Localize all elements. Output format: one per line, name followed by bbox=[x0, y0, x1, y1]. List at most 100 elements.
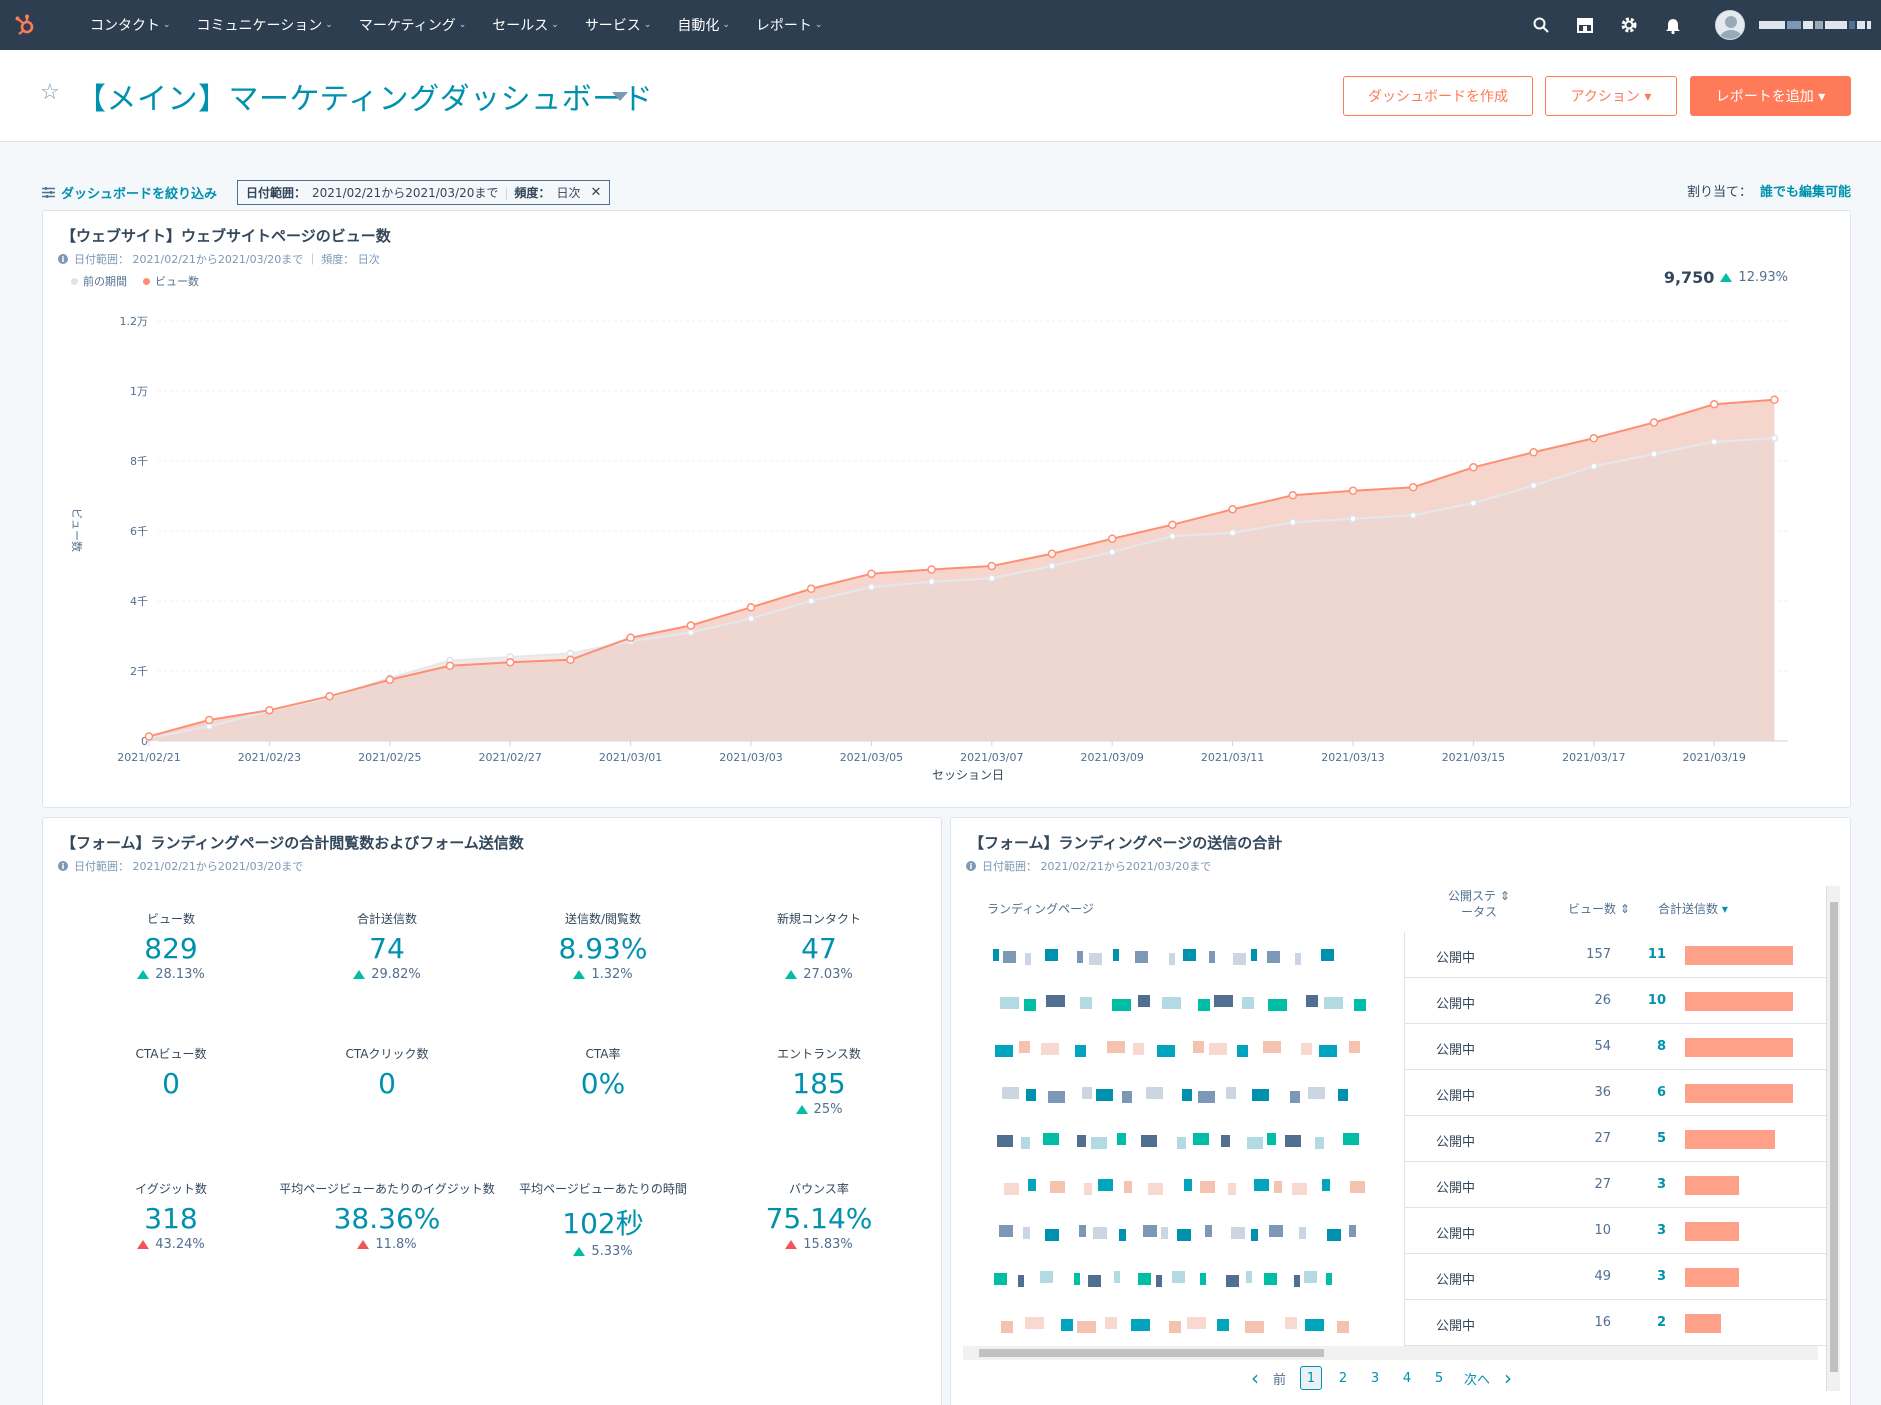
col-header-status[interactable]: 公開ステ ⇕ ータス bbox=[1448, 889, 1510, 919]
account-name-redacted[interactable] bbox=[1759, 21, 1871, 29]
table-row[interactable]: 公開中 49 3 bbox=[963, 1254, 1833, 1300]
landing-page-name-redacted[interactable] bbox=[963, 1024, 1404, 1070]
submissions-cell[interactable]: 2 bbox=[1656, 1315, 1666, 1330]
dashboard-switch-caret-icon[interactable] bbox=[612, 92, 628, 101]
chip-frequency-value: 日次 bbox=[556, 186, 581, 200]
submissions-cell[interactable]: 5 bbox=[1656, 1131, 1666, 1146]
landing-page-name-redacted[interactable] bbox=[963, 1208, 1404, 1254]
submissions-cell[interactable]: 10 bbox=[1647, 993, 1666, 1008]
x-tick-label: 2021/03/19 bbox=[1682, 751, 1745, 764]
submissions-cell[interactable]: 3 bbox=[1656, 1223, 1666, 1238]
prev-page-chevron-icon[interactable]: ‹ bbox=[1251, 1366, 1259, 1390]
page-link-2[interactable]: 2 bbox=[1338, 1370, 1348, 1386]
page-title[interactable]: 【メイン】マーケティングダッシュボード bbox=[76, 82, 654, 117]
views-point bbox=[1168, 520, 1177, 529]
horizontal-scrollbar[interactable] bbox=[963, 1346, 1818, 1360]
create-dashboard-button[interactable]: ダッシュボードを作成 bbox=[1343, 76, 1533, 116]
nav-item-2[interactable]: マーケティング ⌄ bbox=[359, 15, 466, 35]
submissions-cell[interactable]: 3 bbox=[1656, 1269, 1666, 1284]
next-page-link[interactable]: 次へ bbox=[1464, 1372, 1491, 1388]
search-icon[interactable] bbox=[1519, 17, 1563, 33]
hubspot-logo-icon[interactable] bbox=[0, 0, 50, 50]
filter-dashboard-link[interactable]: ダッシュボードを絞り込み bbox=[42, 183, 217, 202]
views-point bbox=[746, 603, 756, 612]
active-filter-chip[interactable]: 日付範囲： 2021/02/21から2021/03/20まで | 頻度： 日次 … bbox=[237, 180, 611, 205]
table-row[interactable]: 公開中 54 8 bbox=[963, 1024, 1833, 1070]
nav-item-3[interactable]: セールス ⌄ bbox=[492, 15, 559, 35]
report-title[interactable]: 【フォーム】ランディングページの合計閲覧数およびフォーム送信数 bbox=[61, 834, 524, 852]
submissions-cell[interactable]: 6 bbox=[1656, 1085, 1666, 1100]
landing-page-name-redacted[interactable] bbox=[963, 1300, 1404, 1346]
x-tick-label: 2021/03/03 bbox=[719, 751, 782, 764]
kpi-tile: エントランス数 185 25% bbox=[711, 1045, 927, 1117]
nav-item-0[interactable]: コンタクト ⌄ bbox=[90, 15, 171, 35]
legend-previous-period[interactable]: 前の期間 bbox=[71, 273, 127, 289]
settings-gear-icon[interactable] bbox=[1607, 16, 1651, 34]
landing-page-name-redacted[interactable] bbox=[963, 1070, 1404, 1116]
nav-item-5[interactable]: 自動化 ⌄ bbox=[677, 15, 730, 35]
landing-page-submissions-card: 【フォーム】ランディングページの送信の合計 i 日付範囲： 2021/02/21か… bbox=[950, 817, 1851, 1405]
page-link-1[interactable]: 1 bbox=[1300, 1366, 1323, 1390]
table-row[interactable]: 公開中 27 5 bbox=[963, 1116, 1833, 1162]
report-title[interactable]: 【ウェブサイト】ウェブサイトページのビュー数 bbox=[61, 227, 391, 245]
nav-item-label: コミュニケーション bbox=[196, 18, 323, 34]
remove-filter-close-icon[interactable]: ✕ bbox=[590, 185, 602, 200]
col-header-landing-page[interactable]: ランディングページ bbox=[987, 902, 1094, 916]
landing-page-name-redacted[interactable] bbox=[963, 1254, 1404, 1300]
submissions-cell[interactable]: 3 bbox=[1656, 1177, 1666, 1192]
landing-page-name-redacted[interactable] bbox=[963, 978, 1404, 1024]
kpi-change: 29.82% bbox=[279, 967, 495, 982]
table-row[interactable]: 公開中 10 3 bbox=[963, 1208, 1833, 1254]
info-icon[interactable]: i bbox=[58, 254, 68, 264]
col-header-views[interactable]: ビュー数 ⇕ bbox=[1568, 902, 1630, 916]
submissions-cell[interactable]: 11 bbox=[1647, 947, 1666, 962]
report-subtitle: i 日付範囲： 2021/02/21から2021/03/20まで bbox=[58, 858, 303, 874]
info-icon[interactable]: i bbox=[58, 861, 68, 871]
landing-page-name-redacted[interactable] bbox=[963, 932, 1404, 978]
nav-item-6[interactable]: レポート ⌄ bbox=[756, 15, 823, 35]
status-cell: 公開中 bbox=[1436, 1135, 1476, 1150]
x-tick-label: 2021/03/11 bbox=[1201, 751, 1264, 764]
views-cell: 157 bbox=[1586, 947, 1611, 962]
x-tick-label: 2021/03/07 bbox=[960, 751, 1023, 764]
page-link-3[interactable]: 3 bbox=[1370, 1370, 1380, 1386]
report-title[interactable]: 【フォーム】ランディングページの送信の合計 bbox=[969, 834, 1283, 852]
notifications-bell-icon[interactable] bbox=[1651, 16, 1695, 34]
landing-page-name-redacted[interactable] bbox=[963, 1162, 1404, 1208]
info-icon[interactable]: i bbox=[966, 861, 976, 871]
table-row[interactable]: 公開中 157 11 bbox=[963, 932, 1833, 978]
kpi-value: 75.14% bbox=[765, 1202, 873, 1235]
table-row[interactable]: 公開中 27 3 bbox=[963, 1162, 1833, 1208]
views-point bbox=[1529, 448, 1538, 457]
next-page-chevron-icon[interactable]: › bbox=[1504, 1366, 1513, 1390]
kpi-label: エントランス数 bbox=[777, 1047, 861, 1061]
x-tick-label: 2021/02/21 bbox=[117, 751, 180, 764]
nav-item-1[interactable]: コミュニケーション ⌄ bbox=[197, 15, 333, 35]
user-avatar[interactable] bbox=[1715, 10, 1745, 40]
table-row[interactable]: 公開中 16 2 bbox=[963, 1300, 1833, 1346]
page-link-4[interactable]: 4 bbox=[1402, 1370, 1412, 1386]
chip-frequency-label: 頻度： bbox=[514, 186, 551, 200]
assign-value-link[interactable]: 誰でも編集可能 bbox=[1759, 185, 1851, 200]
prev-page-link[interactable]: 前 bbox=[1273, 1372, 1287, 1388]
add-report-button[interactable]: レポートを追加 ▾ bbox=[1690, 76, 1851, 116]
actions-button[interactable]: アクション ▾ bbox=[1545, 76, 1677, 116]
table-row[interactable]: 公開中 36 6 bbox=[963, 1070, 1833, 1116]
landing-page-name-redacted[interactable] bbox=[963, 1116, 1404, 1162]
x-tick-label: 2021/03/09 bbox=[1080, 751, 1143, 764]
filter-bar: ダッシュボードを絞り込み 日付範囲： 2021/02/21から2021/03/2… bbox=[42, 180, 611, 205]
vertical-scrollbar[interactable] bbox=[1826, 886, 1840, 1391]
submissions-cell[interactable]: 8 bbox=[1656, 1039, 1666, 1054]
col-header-submissions[interactable]: 合計送信数 ▾ bbox=[1658, 902, 1728, 916]
kpi-tile: ビュー数 829 28.13% bbox=[63, 910, 279, 982]
marketplace-icon[interactable] bbox=[1563, 17, 1607, 33]
views-cell: 54 bbox=[1594, 1039, 1611, 1054]
x-tick-label: 2021/03/05 bbox=[840, 751, 903, 764]
table-row[interactable]: 公開中 26 10 bbox=[963, 978, 1833, 1024]
legend-views[interactable]: ビュー数 bbox=[143, 273, 199, 289]
page-link-5[interactable]: 5 bbox=[1434, 1370, 1444, 1386]
nav-item-4[interactable]: サービス ⌄ bbox=[585, 15, 652, 35]
favorite-star-icon[interactable]: ☆ bbox=[40, 80, 60, 105]
previous-period-point bbox=[1590, 462, 1598, 470]
